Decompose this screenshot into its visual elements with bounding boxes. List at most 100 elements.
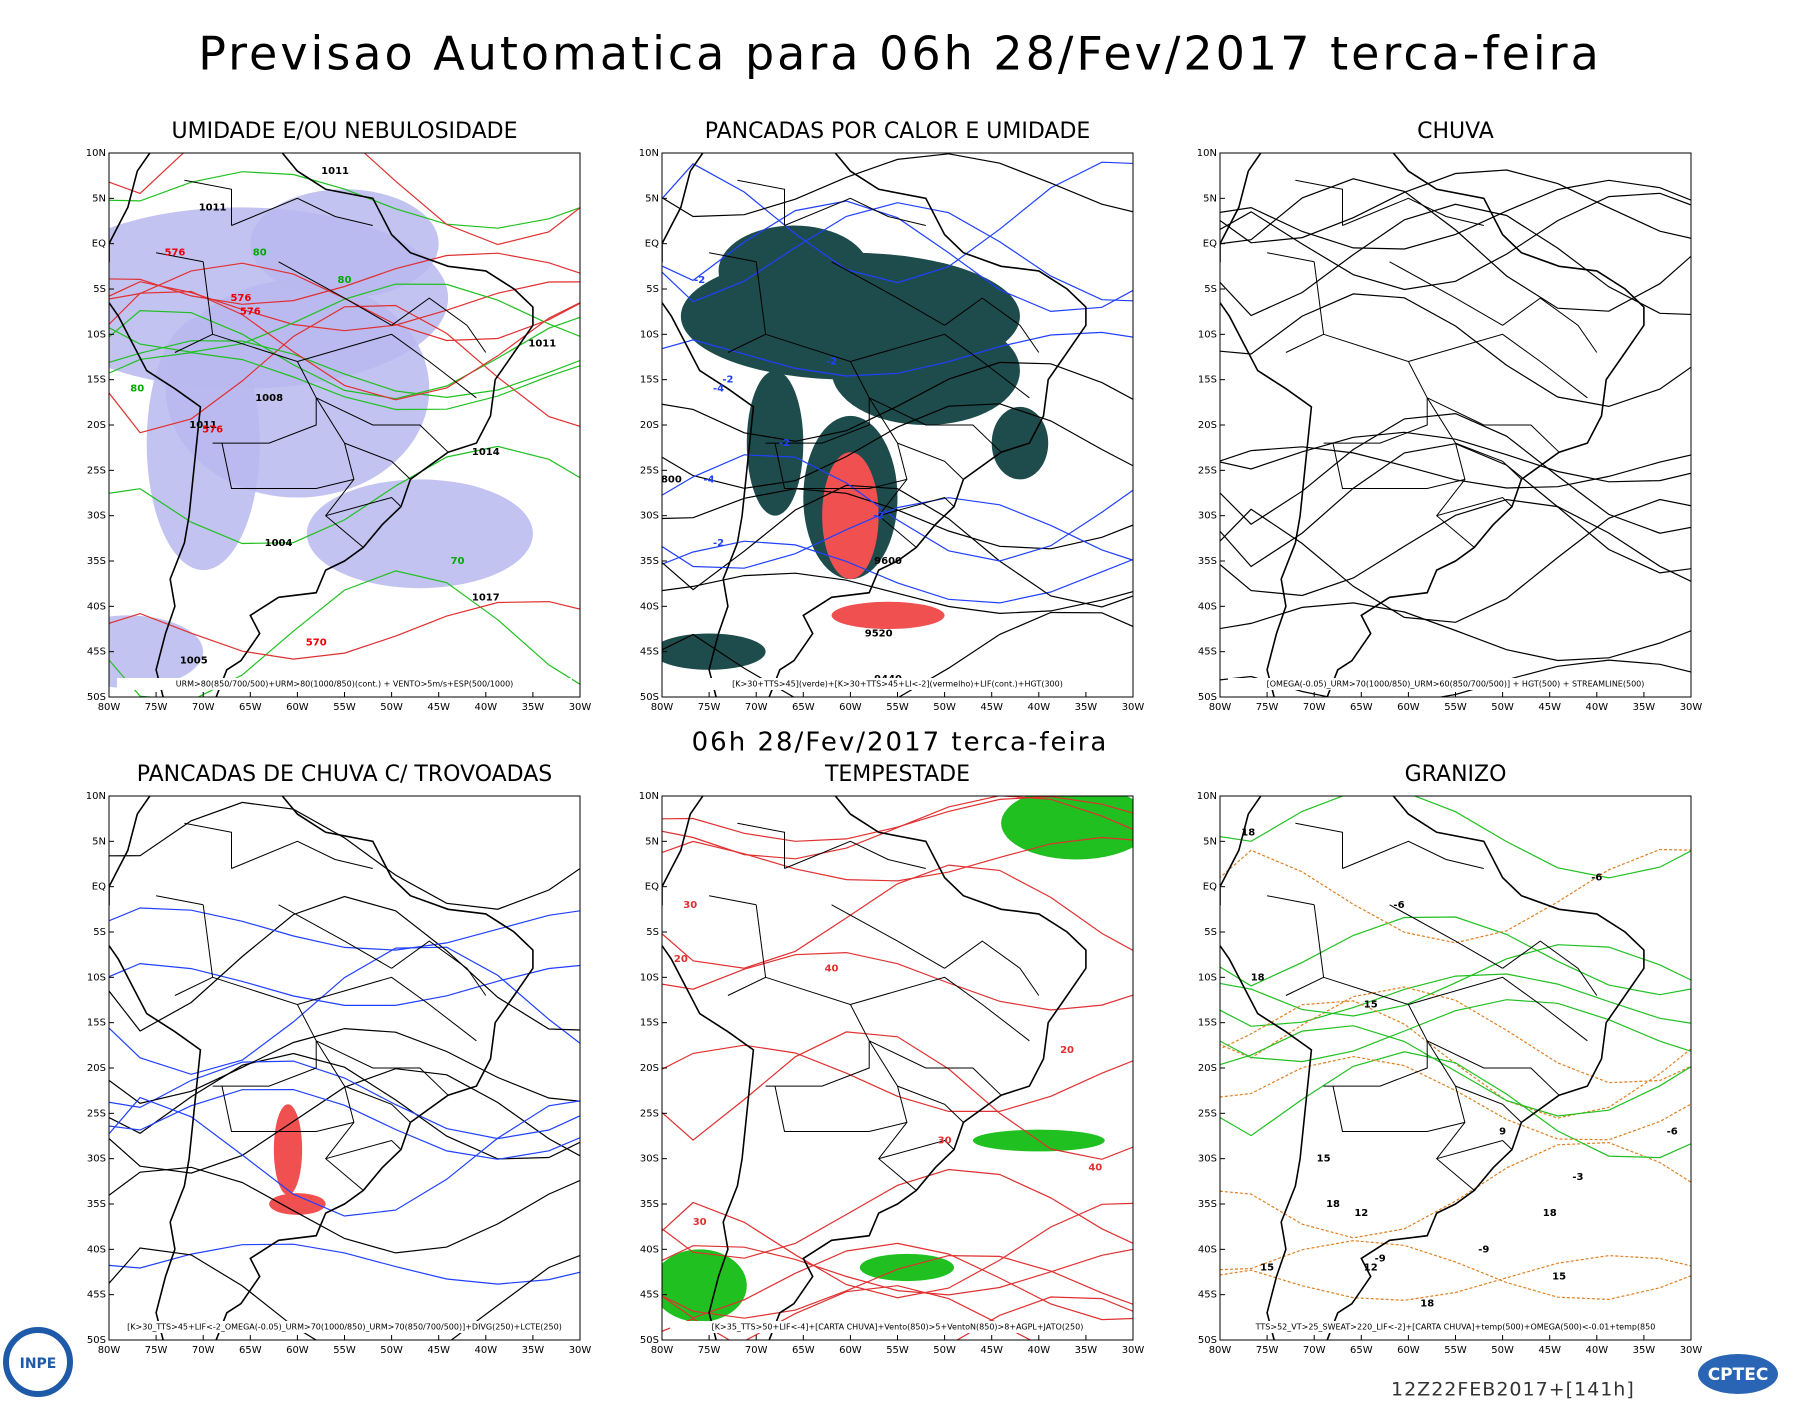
lat-label: 5S [646, 284, 659, 295]
field-line [109, 1166, 580, 1254]
lon-label: 40W [474, 1345, 497, 1356]
field-line [662, 1254, 1133, 1319]
lat-label: 20S [1198, 1063, 1217, 1074]
lon-label: 60W [839, 1345, 862, 1356]
coastline [662, 796, 1087, 1340]
lon-label: 30W [1122, 1345, 1145, 1356]
ocean [109, 796, 580, 1340]
contour-label: -4 [713, 384, 724, 395]
convection-area [991, 406, 1049, 480]
country-border [1323, 397, 1428, 444]
instability-area [822, 452, 879, 580]
lon-label: 50W [1491, 1345, 1514, 1356]
contour-label: 9520 [865, 629, 893, 640]
lon-label: 65W [239, 702, 262, 713]
lon-label: 60W [1397, 1345, 1420, 1356]
lat-label: EQ [645, 882, 659, 893]
lon-label: 50W [380, 702, 403, 713]
country-border [755, 261, 917, 548]
country-border [850, 333, 1030, 399]
lon-label: 70W [745, 702, 768, 713]
lat-label: 45S [640, 1290, 659, 1301]
field-line [1220, 192, 1691, 291]
lon-label: 45W [427, 702, 450, 713]
field-line [1220, 178, 1691, 312]
country-border [774, 1085, 908, 1132]
field-line [662, 951, 1133, 1011]
country-border [174, 976, 213, 996]
country-border [297, 976, 477, 1042]
field-line [662, 361, 1133, 442]
lat-label: 10S [87, 972, 106, 983]
country-border [1455, 1085, 1522, 1123]
field-line [662, 1031, 1133, 1160]
contour-label: 70 [451, 556, 465, 567]
panel-caption: [K>30+TTS>45](verde)+[K>30+TTS>45+LI<-2]… [732, 680, 1063, 689]
contour-label: 1017 [472, 592, 500, 603]
coastline [109, 796, 534, 1340]
country-border [1285, 976, 1324, 996]
humidity-area [109, 615, 204, 688]
lon-label: 70W [745, 1345, 768, 1356]
lat-label: 5S [93, 284, 106, 295]
contour-label: 9600 [874, 556, 902, 567]
lat-label: 15S [640, 375, 659, 386]
lat-label: 25S [640, 465, 659, 476]
lat-label: EQ [1203, 882, 1217, 893]
field-line [1220, 602, 1691, 662]
run-label: 12Z22FEB2017+[141h] [1391, 1379, 1635, 1401]
contour-label: 576 [240, 307, 261, 318]
lon-label: 30W [569, 1345, 592, 1356]
lon-label: 80W [651, 1345, 674, 1356]
lat-label: 35S [640, 556, 659, 567]
country-border [897, 442, 964, 480]
lon-label: 45W [1538, 702, 1561, 713]
country-border [278, 261, 392, 326]
map-content: 1011101157657657610081011576101110141004… [109, 153, 580, 697]
lat-label: 10S [640, 972, 659, 983]
map-panel: GRANIZO181518-6-6-9181512-9121518-3-6915… [1197, 762, 1703, 1356]
lat-label: EQ [92, 239, 106, 250]
country-border [1323, 1040, 1428, 1087]
field-line [109, 252, 580, 305]
caption-bg [1228, 1321, 1683, 1333]
lon-label: 40W [1585, 702, 1608, 713]
field-line [662, 484, 1133, 608]
rain-area [1001, 796, 1133, 860]
country-border [184, 822, 232, 869]
field-line [109, 283, 580, 353]
lon-label: 75W [1256, 1345, 1279, 1356]
lat-label: 5N [1203, 193, 1217, 204]
country-border [1436, 1139, 1513, 1160]
panel-caption: URM>80(850/700/500)+URM>80(1000/850)(con… [176, 680, 514, 689]
contour-label: 1008 [255, 393, 283, 404]
lat-label: 45S [640, 647, 659, 658]
ocean [1220, 796, 1691, 1340]
field-line [662, 331, 1133, 377]
humidity-area [146, 316, 260, 571]
field-line [1220, 1051, 1691, 1159]
field-line [1220, 169, 1691, 244]
lat-label: 40S [640, 601, 659, 612]
map-content: 181518-6-6-9181512-9121518-3-691518TTS>5… [1220, 796, 1691, 1340]
lat-label: 25S [1198, 465, 1217, 476]
lat-label: 40S [87, 1244, 106, 1255]
lat-label: 50S [640, 1335, 659, 1346]
contour-label: 570 [306, 638, 327, 649]
field-line [109, 1052, 580, 1160]
lon-label: 75W [698, 1345, 721, 1356]
ocean [1220, 153, 1691, 697]
field-line [109, 309, 580, 400]
lat-label: 15S [1198, 1018, 1217, 1029]
caption-bg [117, 678, 572, 690]
lon-label: 50W [933, 702, 956, 713]
coastline [1220, 153, 1645, 697]
field-line [109, 1096, 580, 1217]
lat-label: 35S [87, 1199, 106, 1210]
humidity-area [306, 479, 533, 589]
country-border [315, 1040, 449, 1096]
contour-label: 80 [338, 275, 352, 286]
lat-label: 40S [1198, 601, 1217, 612]
contour-label: 30 [693, 1217, 707, 1228]
field-line [109, 171, 580, 229]
